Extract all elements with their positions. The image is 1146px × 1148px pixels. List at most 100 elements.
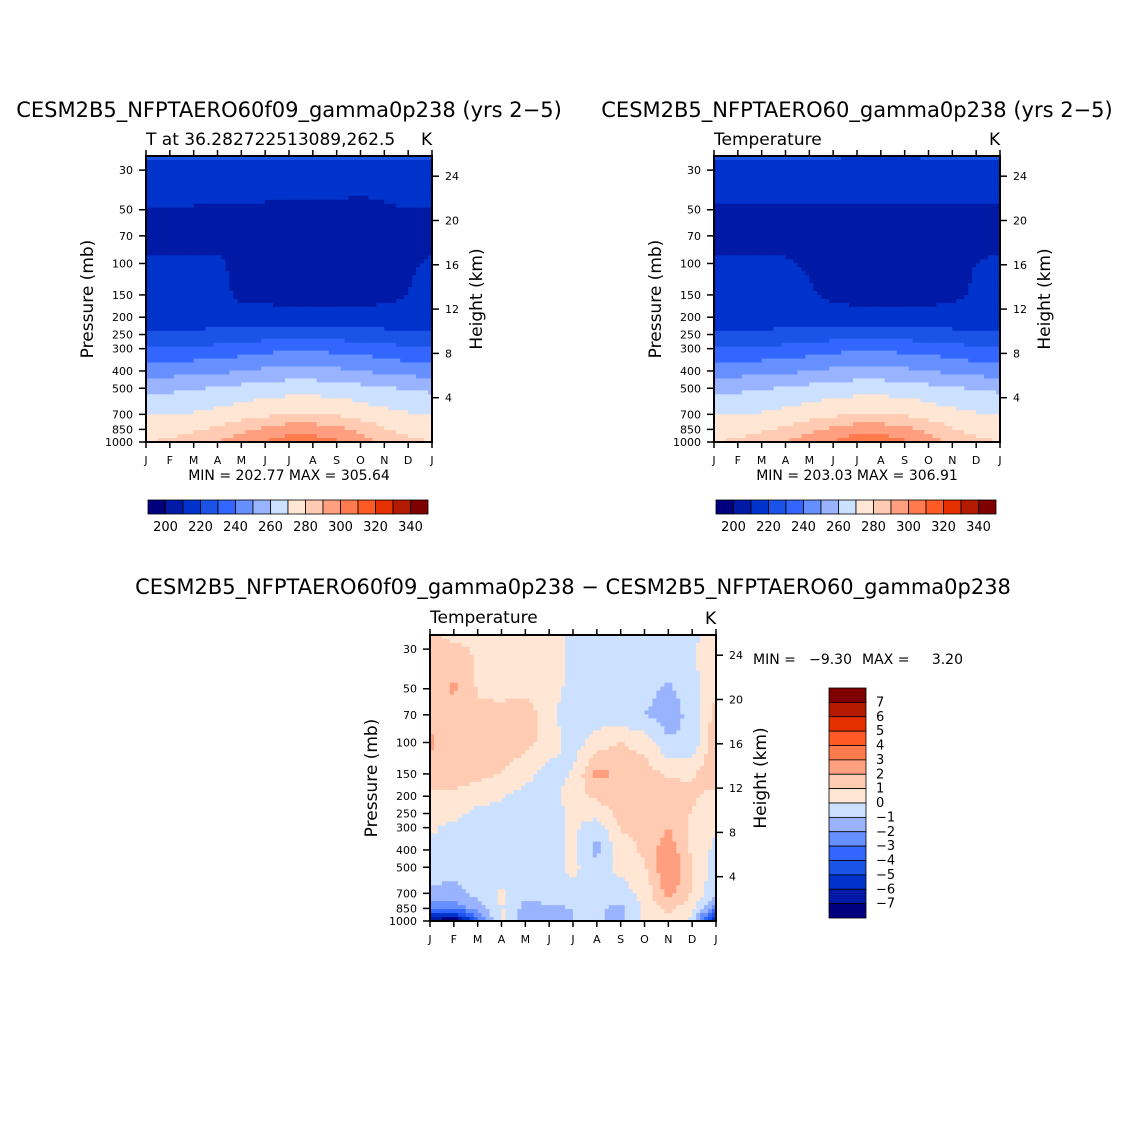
contour-cell — [320, 350, 326, 356]
contour-cell — [181, 402, 187, 407]
contour-cell — [352, 382, 358, 387]
contour-cell — [289, 394, 294, 399]
contour-cell — [146, 255, 151, 260]
contour-cell — [273, 183, 278, 189]
contour-cell — [396, 215, 401, 221]
contour-cell — [316, 243, 322, 248]
contour-cell — [316, 211, 322, 217]
contour-cell — [277, 338, 282, 344]
contour-cell — [424, 275, 429, 280]
contour-cell — [189, 275, 195, 280]
contour-cell — [241, 231, 246, 237]
contour-cell — [153, 362, 159, 368]
contour-cell — [396, 358, 401, 364]
contour-cell — [384, 279, 389, 284]
contour-cell — [376, 247, 381, 252]
contour-cell — [428, 275, 433, 280]
contour-cell — [316, 191, 322, 197]
contour-cell — [165, 187, 171, 193]
contour-cell — [324, 227, 330, 233]
contour-cell — [229, 159, 234, 165]
contour-cell — [408, 406, 413, 411]
contour-cell — [404, 378, 409, 384]
contour-cell — [400, 306, 405, 312]
contour-cell — [277, 195, 282, 201]
contour-cell — [281, 251, 286, 256]
contour-cell — [340, 239, 346, 244]
contour-cell — [332, 267, 338, 272]
contour-cell — [400, 378, 405, 384]
contour-cell — [312, 318, 318, 324]
contour-cell — [205, 167, 211, 173]
contour-cell — [181, 354, 187, 360]
contour-cell — [281, 394, 286, 399]
contour-cell — [356, 406, 362, 411]
contour-cell — [265, 283, 270, 288]
contour-cell — [332, 418, 338, 423]
contour-cell — [300, 350, 306, 356]
contour-cell — [169, 203, 175, 209]
contour-cell — [285, 219, 290, 225]
contour-cell — [428, 422, 433, 427]
contour-cell — [380, 330, 385, 336]
contour-cell — [185, 302, 191, 308]
contour-cell — [384, 318, 389, 324]
contour-cell — [185, 211, 191, 217]
contour-cell — [412, 203, 417, 209]
contour-cell — [380, 187, 385, 193]
contour-cell — [233, 310, 238, 316]
contour-cell — [233, 378, 238, 384]
contour-cell — [352, 179, 358, 185]
contour-cell — [185, 322, 191, 328]
contour-cell — [340, 187, 346, 193]
contour-cell — [205, 406, 211, 411]
contour-cell — [412, 414, 417, 419]
contour-cell — [412, 362, 417, 368]
contour-cell — [320, 386, 326, 391]
contour-cell — [404, 310, 409, 316]
contour-cell — [408, 394, 413, 399]
contour-cell — [257, 350, 262, 356]
contour-cell — [344, 163, 350, 169]
contour-cell — [380, 271, 385, 276]
contour-cell — [269, 398, 274, 403]
contour-cell — [261, 156, 266, 161]
contour-cell — [149, 366, 155, 372]
contour-cell — [185, 207, 191, 213]
contour-cell — [233, 191, 238, 197]
contour-cell — [292, 406, 298, 411]
contour-cell — [185, 199, 191, 205]
contour-cell — [201, 167, 207, 173]
contour-cell — [296, 243, 302, 248]
contour-cell — [404, 362, 409, 368]
contour-cell — [181, 207, 187, 213]
contour-cell — [269, 259, 274, 264]
contour-cell — [289, 191, 294, 197]
contour-cell — [217, 291, 223, 296]
contour-cell — [424, 219, 429, 225]
contour-cell — [177, 275, 183, 280]
contour-cell — [221, 366, 227, 372]
contour-cell — [281, 291, 286, 296]
contour-cell — [348, 199, 354, 205]
contour-cell — [356, 302, 362, 308]
contour-cell — [392, 235, 397, 241]
contour-cell — [205, 414, 211, 419]
contour-cell — [185, 378, 191, 384]
contour-cell — [197, 314, 203, 320]
contour-cell — [221, 219, 227, 225]
contour-cell — [428, 342, 433, 348]
contour-cell — [356, 156, 362, 161]
contour-cell — [233, 366, 238, 372]
contour-cell — [281, 382, 286, 387]
contour-cell — [400, 235, 405, 241]
contour-cell — [412, 338, 417, 344]
contour-cell — [332, 275, 338, 280]
contour-cell — [146, 179, 151, 185]
contour-cell — [316, 231, 322, 237]
contour-cell — [249, 354, 254, 360]
contour-cell — [316, 239, 322, 244]
contour-cell — [213, 382, 219, 387]
contour-cell — [420, 386, 425, 391]
contour-cell — [197, 406, 203, 411]
